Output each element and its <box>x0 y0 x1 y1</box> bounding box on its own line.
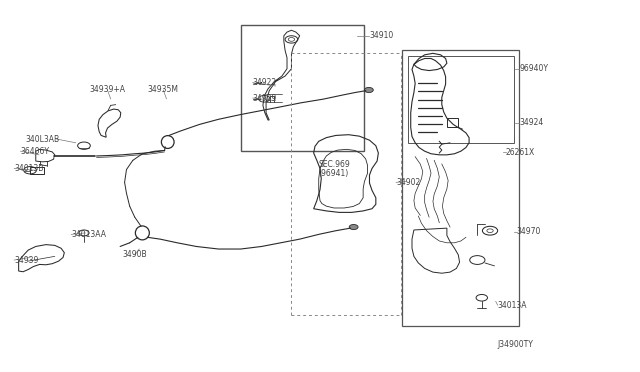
Text: 34935M: 34935M <box>148 86 179 94</box>
Text: 34902: 34902 <box>396 178 420 187</box>
Text: 36406Y: 36406Y <box>20 147 49 156</box>
Text: 34924: 34924 <box>519 118 543 128</box>
Circle shape <box>364 87 373 93</box>
Text: 34939+A: 34939+A <box>90 86 125 94</box>
Text: 340L3AB: 340L3AB <box>26 135 60 144</box>
Circle shape <box>349 224 358 230</box>
Bar <box>30 167 44 174</box>
Text: 26261X: 26261X <box>506 148 535 157</box>
Text: 3490B: 3490B <box>122 250 147 259</box>
Text: J34900TY: J34900TY <box>498 340 534 349</box>
Text: (96941): (96941) <box>319 169 349 178</box>
Text: 34013AA: 34013AA <box>71 230 106 239</box>
Text: 34013A: 34013A <box>498 301 527 310</box>
Bar <box>403 51 518 326</box>
Text: 34939: 34939 <box>14 256 38 264</box>
Bar <box>447 118 458 127</box>
Text: 34013B: 34013B <box>14 164 44 173</box>
Text: 34929: 34929 <box>253 93 277 103</box>
Text: 96940Y: 96940Y <box>519 64 548 73</box>
Text: 34910: 34910 <box>369 31 394 40</box>
Bar <box>408 55 514 143</box>
Text: 34970: 34970 <box>516 227 541 236</box>
Text: 34922: 34922 <box>253 78 277 87</box>
Bar <box>241 25 364 151</box>
Text: SEC.969: SEC.969 <box>319 160 351 169</box>
